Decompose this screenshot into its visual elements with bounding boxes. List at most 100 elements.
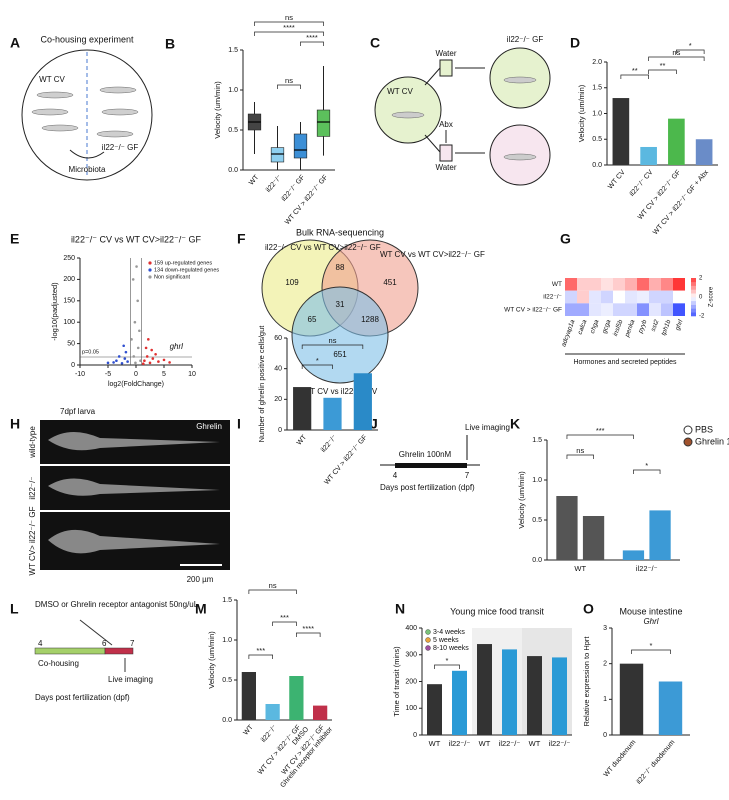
bar (658, 681, 683, 735)
colorbar-title: Z-score (709, 286, 715, 307)
y-tick-label: 0.5 (228, 127, 238, 134)
colorbar-step (691, 281, 696, 286)
point (132, 355, 136, 358)
heat-cell (601, 303, 613, 316)
point (131, 278, 135, 281)
fish (391, 111, 425, 119)
colorbar-step (691, 289, 696, 294)
x-tick-label: il22⁻/⁻ (449, 739, 471, 748)
legend-label: 3-4 weeks (433, 629, 465, 636)
larva-shapes (48, 431, 220, 554)
stain-label: Ghrelin (196, 422, 222, 431)
legend-label: PBS (695, 424, 713, 434)
y-axis-label: Time of transit (mins) (392, 646, 401, 717)
heat-cell (637, 290, 649, 304)
point (134, 361, 137, 365)
point (115, 359, 118, 363)
significance-label: * (650, 641, 653, 650)
x-tick-label: WT duodenum (603, 739, 638, 779)
y-tick-label: 100 (63, 319, 75, 326)
point (136, 346, 140, 350)
significance-bracket (566, 454, 594, 459)
significance-bracket (301, 344, 364, 349)
y-tick-label: 1.5 (222, 597, 232, 604)
x-tick-label: il22⁻/⁻ (549, 739, 571, 748)
significance-label: **** (306, 33, 318, 42)
bar (289, 676, 304, 720)
label: DMSO or Ghrelin receptor antagonist 50ng… (35, 600, 199, 609)
y-tick-label: 0.0 (222, 717, 232, 724)
heat-cell (577, 303, 589, 316)
axis-label: Days post fertilization (dpf) (380, 483, 475, 492)
tick: 7 (465, 471, 470, 480)
x-tick-label: WT CV > il22⁻/⁻ GF (284, 174, 329, 226)
panel-letter: B (165, 36, 175, 52)
y-tick-label: 1.0 (532, 477, 542, 484)
colorbar-step (691, 278, 696, 283)
y-tick-label: 100 (405, 705, 417, 712)
y-tick-label: 3 (603, 625, 607, 632)
bar (241, 672, 256, 720)
label: Co-housing (38, 659, 79, 668)
y-axis-label: Velocity (um/min) (577, 84, 586, 142)
bar (323, 397, 342, 430)
set-label: il22⁻/⁻ CV vs WT CV>il22⁻/⁻ GF (265, 243, 381, 252)
tank (374, 76, 442, 144)
y-axis-label: Velocity (um/min) (207, 631, 216, 689)
y-tick-label: 250 (63, 255, 75, 262)
panel-letter: C (370, 35, 380, 51)
point (133, 320, 137, 324)
y-tick-label: 60 (274, 335, 282, 342)
heat-cell (673, 303, 685, 316)
y-tick-label: 1 (603, 696, 607, 703)
panel-letter: I (237, 416, 241, 432)
y-tick-label: 1.0 (228, 87, 238, 94)
x-tick-label: WT CV (607, 169, 627, 191)
heat-cell (661, 303, 673, 316)
legend-swatch (148, 275, 152, 279)
y-axis-label: Velocity (um/min) (517, 471, 526, 529)
chart-subtitle: Ghrl (643, 617, 658, 626)
legend-swatch (683, 425, 693, 435)
timeline (34, 647, 106, 655)
significance-label: **** (302, 624, 314, 633)
y-tick-label: 2 (603, 661, 607, 668)
row-label: wild-type (28, 426, 37, 459)
x-tick-label: 10 (188, 371, 196, 378)
significance-bracket (566, 434, 634, 439)
significance-label: ns (285, 76, 293, 85)
y-axis-label: Number of ghrelin positive cells/gut (257, 325, 266, 443)
heat-cell (637, 278, 649, 291)
axis-label: Days post fertilization (dpf) (35, 693, 130, 702)
x-tick-label: WT (296, 433, 309, 446)
label: Water (435, 49, 456, 58)
significance-bracket (248, 654, 273, 659)
panel-letter: F (237, 231, 246, 247)
bar (582, 516, 605, 560)
heat-cell (661, 290, 673, 304)
significance-bracket (254, 31, 324, 36)
bar (265, 704, 280, 720)
significance-bracket (631, 649, 671, 654)
bar (695, 139, 713, 165)
fish-group (31, 86, 139, 138)
point (136, 299, 139, 303)
legend-swatch (425, 629, 431, 635)
point (144, 346, 148, 350)
panel-letter: J (370, 416, 378, 432)
chart-title: il22⁻/⁻ CV vs WT CV>il22⁻/⁻ GF (71, 234, 202, 244)
point (141, 362, 145, 366)
significance-label: * (316, 356, 319, 365)
beaker (439, 144, 453, 162)
legend-swatch (148, 261, 152, 265)
point (148, 361, 152, 365)
row-label: il22⁻/⁻ (28, 476, 37, 499)
x-tick-label: 0 (134, 371, 138, 378)
point (147, 338, 150, 341)
tick: 7 (130, 639, 135, 648)
point (154, 353, 157, 356)
heat-cell (589, 290, 601, 304)
y-tick-label: 1.0 (222, 637, 232, 644)
chart-title: Young mice food transit (450, 606, 544, 616)
